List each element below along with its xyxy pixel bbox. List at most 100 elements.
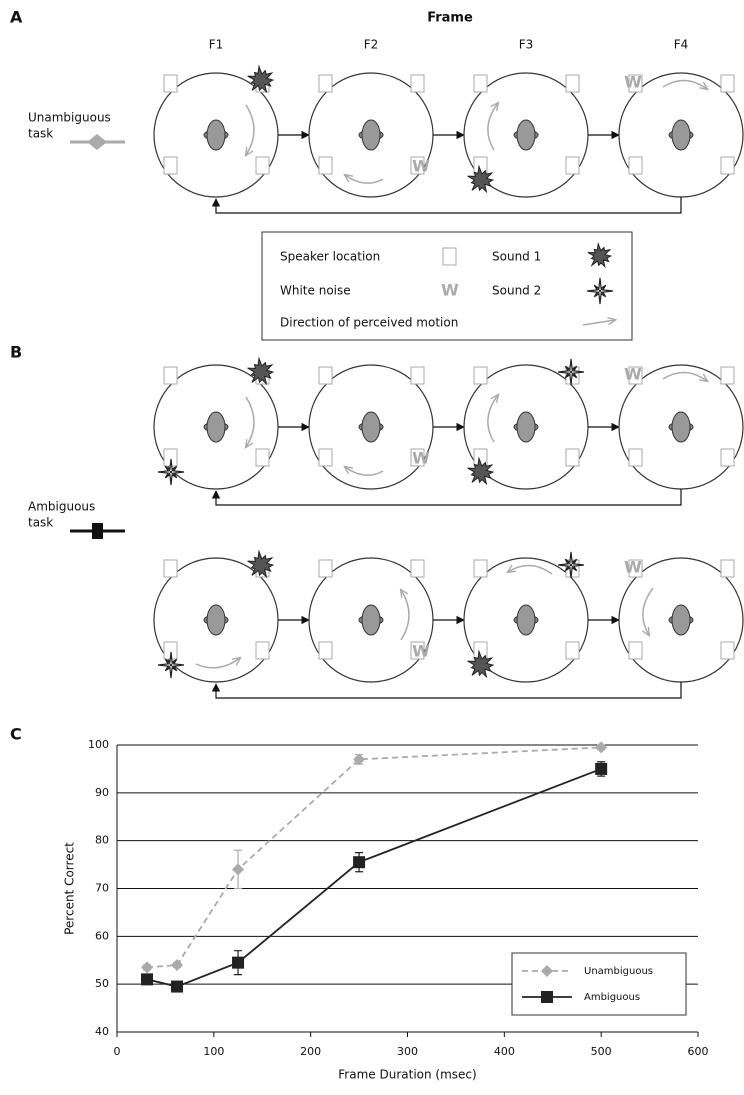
sound-1 <box>467 456 495 486</box>
speaker <box>473 74 488 93</box>
sound-1 <box>247 356 275 386</box>
head <box>206 119 226 151</box>
speaker <box>163 156 178 175</box>
x-tick-label: 300 <box>397 1045 418 1058</box>
sound-2-stroke <box>595 286 605 296</box>
marker <box>541 991 553 1003</box>
sound-2-stroke <box>566 367 576 377</box>
head <box>361 119 381 151</box>
task-icon-marker <box>92 523 103 539</box>
white-noise: W <box>624 558 642 577</box>
head <box>206 411 226 443</box>
x-tick-label: 400 <box>494 1045 515 1058</box>
marker <box>171 959 184 972</box>
marker <box>232 956 245 969</box>
speaker <box>565 74 580 93</box>
speaker <box>410 156 425 175</box>
speaker <box>410 641 425 660</box>
white-noise: W <box>624 73 642 92</box>
speaker <box>473 366 488 385</box>
y-tick-label: 50 <box>95 977 109 990</box>
legend-box <box>261 231 633 341</box>
panel-label: C <box>10 725 22 744</box>
panel-label: B <box>10 343 22 362</box>
sound-2-stroke <box>166 467 176 477</box>
head <box>516 604 536 636</box>
speaker <box>720 156 735 175</box>
speaker <box>720 559 735 578</box>
legend-text: Sound 1 <box>492 250 541 264</box>
x-axis-title: Frame Duration (msec) <box>338 1068 476 1082</box>
speaker <box>410 366 425 385</box>
series-line <box>146 746 602 969</box>
sound-1 <box>587 241 613 269</box>
y-tick-label: 40 <box>95 1025 109 1038</box>
head <box>671 604 691 636</box>
frame-label: F4 <box>674 38 689 52</box>
y-axis-title: Percent Correct <box>63 842 77 935</box>
motion-arrow <box>643 587 654 635</box>
speaker <box>628 448 643 467</box>
chart-legend-box <box>511 952 687 1016</box>
speaker <box>720 448 735 467</box>
motion-arrow <box>195 658 240 669</box>
speaker <box>628 74 643 93</box>
motion-arrow <box>662 371 707 381</box>
white-noise: W <box>412 449 430 468</box>
legend-arrow-icon <box>582 320 615 326</box>
motion-arrow <box>487 103 498 151</box>
head <box>671 119 691 151</box>
speaker <box>255 641 270 660</box>
legend-label: Unambiguous <box>584 966 653 977</box>
speaker <box>410 448 425 467</box>
frame-label: F3 <box>519 38 534 52</box>
legend-text: Speaker location <box>280 250 380 264</box>
speaker <box>565 641 580 660</box>
speaker <box>628 366 643 385</box>
task-icon-marker <box>87 134 107 150</box>
sound-2-stroke <box>566 560 576 570</box>
y-tick-label: 70 <box>95 882 109 895</box>
legend-text: White noise <box>280 284 351 298</box>
task-label: Unambiguous <box>28 111 111 125</box>
loop-arrow <box>211 489 682 506</box>
legend-label: Ambiguous <box>584 992 640 1003</box>
x-tick-label: 100 <box>203 1045 224 1058</box>
frame-label: F2 <box>364 38 379 52</box>
speaker <box>255 156 270 175</box>
speaker <box>628 559 643 578</box>
legend-noise-icon: W <box>441 281 459 300</box>
speaker <box>565 156 580 175</box>
task-label: Ambiguous <box>28 500 95 514</box>
speaker <box>565 448 580 467</box>
speaker <box>163 559 178 578</box>
speaker <box>473 559 488 578</box>
white-noise: W <box>624 365 642 384</box>
y-tick-label: 90 <box>95 786 109 799</box>
speaker <box>318 559 333 578</box>
speaker <box>255 448 270 467</box>
speaker <box>318 74 333 93</box>
loop-arrow <box>211 197 682 214</box>
sound-2-stroke <box>166 660 176 670</box>
x-tick-label: 600 <box>688 1045 709 1058</box>
white-noise: W <box>412 157 430 176</box>
marker <box>353 856 366 869</box>
sound-1 <box>467 164 495 194</box>
speaker <box>163 74 178 93</box>
panel-label: A <box>10 8 23 27</box>
head <box>516 411 536 443</box>
white-noise: W <box>412 642 430 661</box>
speaker <box>628 156 643 175</box>
y-tick-label: 80 <box>95 834 109 847</box>
sound-1 <box>247 549 275 579</box>
motion-arrow <box>345 467 384 476</box>
marker <box>171 980 184 993</box>
y-tick-label: 100 <box>88 738 109 751</box>
task-label: task <box>28 127 53 141</box>
speaker <box>318 448 333 467</box>
marker <box>541 965 553 977</box>
legend-text: Sound 2 <box>492 284 541 298</box>
legend-speaker-icon <box>442 247 457 266</box>
motion-arrow <box>662 79 707 89</box>
